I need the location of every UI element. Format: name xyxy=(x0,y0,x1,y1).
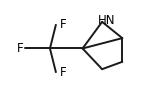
Text: F: F xyxy=(59,18,66,31)
Text: F: F xyxy=(59,66,66,79)
Text: HN: HN xyxy=(98,14,116,27)
Text: F: F xyxy=(17,42,24,55)
